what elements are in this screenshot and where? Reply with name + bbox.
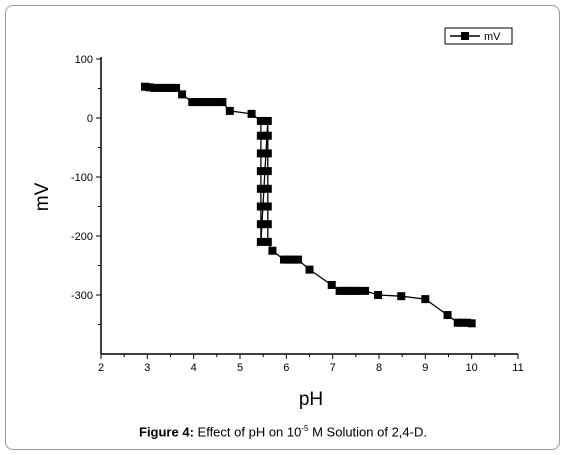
x-tick-label: 4 — [191, 362, 197, 374]
data-point — [218, 98, 227, 107]
data-point — [256, 184, 265, 193]
data-point — [263, 184, 272, 193]
data-point — [256, 167, 265, 176]
data-point — [164, 83, 173, 92]
data-point — [225, 106, 234, 115]
x-tick-label: 11 — [512, 362, 523, 374]
legend-marker — [461, 32, 469, 40]
data-point — [453, 318, 462, 327]
data-point — [256, 149, 265, 158]
data-point — [421, 295, 430, 304]
y-tick-label: -100 — [71, 172, 93, 184]
data-point — [205, 98, 214, 107]
data-point — [354, 286, 363, 295]
data-point — [154, 83, 163, 92]
x-tick-label: 7 — [330, 362, 336, 374]
data-point — [191, 98, 200, 107]
data-point — [141, 82, 150, 91]
data-point — [263, 220, 272, 229]
data-point — [374, 291, 383, 299]
data-point — [327, 280, 336, 289]
data-point — [463, 318, 472, 327]
data-point — [172, 83, 181, 92]
y-axis-label: mV — [32, 182, 53, 211]
x-tick-label: 9 — [422, 362, 428, 374]
figure-caption: Figure 4: Effect of pH on 10-5 M Solutio… — [0, 424, 566, 439]
data-point — [458, 318, 467, 327]
x-tick-label: 5 — [237, 362, 243, 374]
caption-superscript: -5 — [301, 424, 309, 433]
data-point — [268, 246, 277, 255]
data-point — [293, 255, 302, 264]
data-point — [196, 98, 205, 107]
data-point — [263, 131, 272, 140]
y-tick-label: -200 — [71, 231, 93, 243]
x-tick-label: 3 — [144, 362, 150, 374]
caption-figure-label: Figure 4: — [139, 424, 194, 440]
data-point — [344, 286, 353, 295]
data-point — [263, 167, 272, 176]
data-point — [159, 83, 168, 92]
y-tick-label: 0 — [87, 113, 93, 125]
legend: mV — [444, 27, 513, 45]
data-point — [284, 255, 293, 264]
data-point — [256, 202, 265, 211]
x-tick-label: 6 — [283, 362, 289, 374]
data-point — [467, 319, 476, 328]
data-point — [145, 83, 154, 92]
data-point — [178, 90, 187, 99]
data-point — [256, 116, 265, 125]
data-point — [263, 116, 272, 125]
data-point — [335, 286, 344, 295]
data-point — [397, 292, 406, 301]
data-point — [263, 149, 272, 158]
data-point — [256, 220, 265, 229]
x-tick-label: 10 — [466, 362, 478, 374]
y-tick-label: -300 — [71, 290, 93, 302]
data-point — [263, 237, 272, 246]
chart: 2 3 4 5 6 7 8 9 10 11 100 0 -100 -200 -300 mV mV pH — [32, 27, 524, 410]
data-point — [201, 98, 210, 107]
series-group — [141, 82, 476, 328]
data-point — [263, 202, 272, 211]
x-axis-label: pH — [299, 389, 323, 410]
data-point — [150, 83, 159, 92]
caption-text-end: M Solution of 2,4-D. — [308, 424, 427, 440]
data-point — [289, 255, 298, 264]
data-point — [443, 311, 452, 320]
data-point — [256, 237, 265, 246]
data-point — [340, 286, 349, 295]
x-tick-label: 8 — [376, 362, 382, 374]
data-point — [256, 131, 265, 140]
data-point — [210, 98, 219, 107]
caption-text: Effect of pH on 10 — [193, 424, 302, 440]
legend-label: mV — [484, 31, 501, 43]
data-point — [247, 109, 256, 118]
data-point — [349, 286, 358, 295]
data-point — [280, 255, 289, 264]
data-point — [305, 265, 314, 274]
axes-group: 2 3 4 5 6 7 8 9 10 11 100 0 -100 -200 -300 — [71, 54, 524, 374]
series-line — [144, 86, 472, 324]
data-point — [361, 286, 370, 295]
y-tick-label: 100 — [75, 54, 93, 66]
figure-frame — [5, 5, 560, 450]
x-tick-label: 2 — [98, 362, 104, 374]
